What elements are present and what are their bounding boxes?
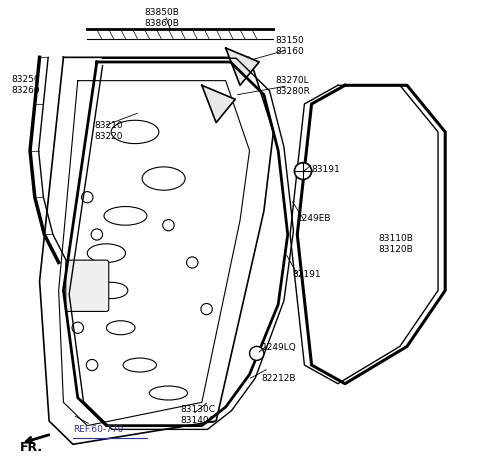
Text: 83250
83260: 83250 83260	[11, 75, 39, 95]
Text: 83150
83160: 83150 83160	[276, 36, 304, 56]
Text: 1249LQ: 1249LQ	[262, 343, 296, 352]
Ellipse shape	[111, 120, 159, 144]
Polygon shape	[202, 85, 235, 122]
Text: 82191: 82191	[292, 270, 321, 279]
Text: 83850B
83860B: 83850B 83860B	[144, 8, 180, 28]
Text: FR.: FR.	[20, 441, 43, 454]
Ellipse shape	[149, 386, 188, 400]
Ellipse shape	[95, 282, 128, 299]
Text: 83110B
83120B: 83110B 83120B	[378, 234, 413, 254]
Polygon shape	[226, 48, 259, 85]
Circle shape	[250, 347, 264, 360]
Text: 1249EB: 1249EB	[297, 214, 332, 223]
Text: 83210
83220: 83210 83220	[95, 121, 123, 141]
Ellipse shape	[104, 206, 147, 225]
Circle shape	[72, 322, 84, 333]
Text: REF.60-770: REF.60-770	[73, 425, 123, 434]
Circle shape	[163, 219, 174, 231]
FancyBboxPatch shape	[66, 260, 109, 311]
Ellipse shape	[87, 244, 125, 263]
Text: 83270L
83280R: 83270L 83280R	[276, 76, 311, 96]
Ellipse shape	[107, 321, 135, 335]
Circle shape	[82, 192, 93, 203]
Ellipse shape	[142, 167, 185, 190]
Ellipse shape	[123, 358, 156, 372]
Circle shape	[86, 359, 98, 371]
Text: 82212B: 82212B	[262, 374, 296, 383]
Text: 83191: 83191	[312, 165, 340, 174]
Circle shape	[187, 257, 198, 268]
Circle shape	[294, 163, 312, 180]
Circle shape	[201, 303, 212, 315]
Circle shape	[91, 229, 103, 240]
Text: 83130C
83140C: 83130C 83140C	[180, 405, 216, 425]
